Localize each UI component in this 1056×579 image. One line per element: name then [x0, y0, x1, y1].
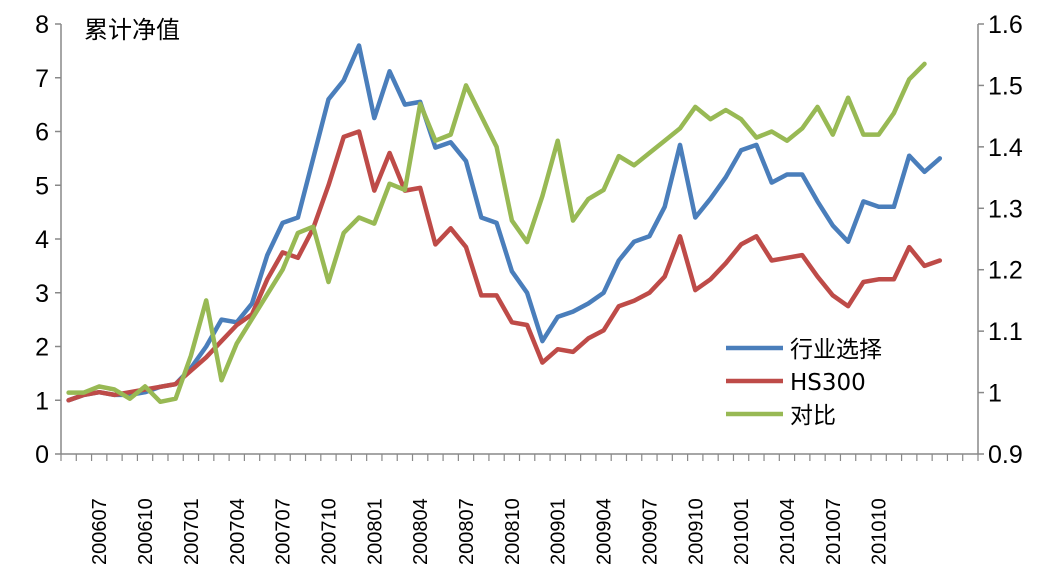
left-tick-label: 1	[35, 387, 49, 415]
x-tick-label: 200607	[89, 498, 111, 565]
left-tick-label: 6	[35, 119, 49, 147]
x-tick-label: 201010	[869, 498, 891, 565]
x-tick-label: 200910	[685, 498, 707, 565]
x-tick-label: 200710	[318, 498, 340, 565]
left-tick-label: 3	[35, 280, 49, 308]
series-line-2	[66, 61, 927, 405]
x-tick-label: 200904	[594, 498, 616, 565]
x-tick-label: 200907	[639, 498, 661, 565]
right-tick-label: 1.6	[988, 11, 1023, 39]
x-tick-label: 201004	[777, 498, 799, 565]
x-tick-label: 200810	[502, 498, 524, 565]
x-tick-label: 200804	[410, 498, 432, 565]
legend: 行业选择 HS300 对比	[726, 337, 882, 429]
x-tick-label: 201001	[731, 498, 753, 565]
right-tick-label: 1.1	[988, 318, 1023, 346]
x-tick-label: 201007	[823, 498, 845, 565]
right-tick-label: 0.9	[988, 441, 1023, 469]
right-tick-label: 1.5	[988, 72, 1023, 100]
chart-title: 累计净值	[84, 16, 180, 44]
right-axis-ticks: 0.9 1 1.1 1.2 1.3 1.4 1.5 1.6	[978, 11, 1023, 469]
right-tick-label: 1.4	[988, 134, 1023, 162]
legend-label: HS300	[790, 370, 866, 396]
x-axis-ticks: 200607 200610 200701 200704 200707 200710 2008…	[60, 454, 979, 565]
left-axis-ticks: 0 1 2 3 4 5 6 7 8	[35, 11, 61, 469]
left-tick-label: 4	[35, 226, 49, 254]
left-tick-label: 7	[35, 65, 49, 93]
x-tick-label: 200807	[456, 498, 478, 565]
right-tick-label: 1.3	[988, 195, 1023, 223]
x-tick-label: 200701	[181, 498, 203, 565]
left-tick-label: 8	[35, 11, 49, 39]
left-tick-label: 0	[35, 441, 49, 469]
right-tick-label: 1.2	[988, 257, 1023, 285]
left-tick-label: 5	[35, 172, 49, 200]
series-lines	[66, 43, 943, 405]
x-tick-label: 200610	[135, 498, 157, 565]
x-tick-label: 200901	[548, 498, 570, 565]
x-tick-label: 200801	[364, 498, 386, 565]
x-tick-label: 200704	[227, 498, 249, 565]
x-tick-label: 200707	[273, 498, 295, 565]
legend-label: 对比	[790, 403, 836, 429]
legend-label: 行业选择	[790, 337, 882, 363]
right-tick-label: 1	[988, 380, 1002, 408]
left-tick-label: 2	[35, 334, 49, 362]
